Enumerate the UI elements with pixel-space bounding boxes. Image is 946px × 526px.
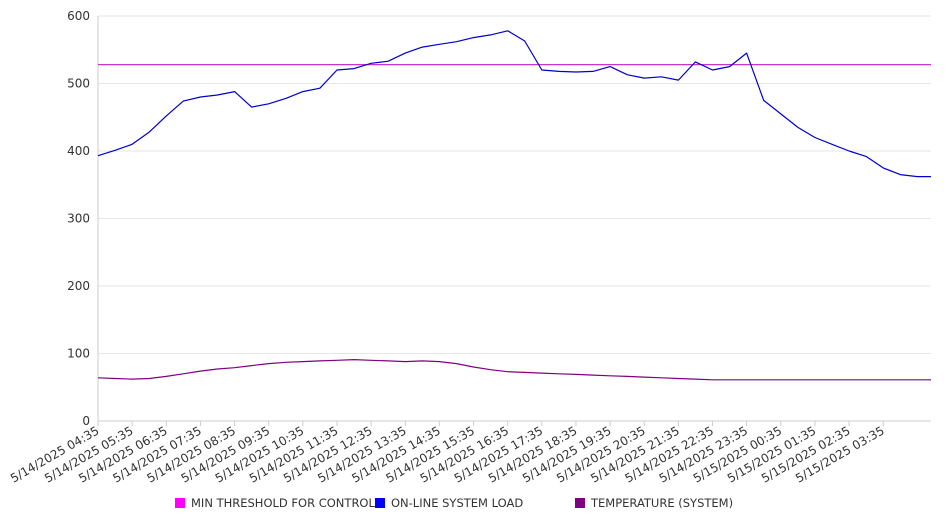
temperature-line [97, 359, 931, 381]
legend-item-threshold[interactable]: MIN THRESHOLD FOR CONTROL [175, 496, 375, 510]
y-tick-label: 600 [67, 9, 90, 23]
y-tick-label: 100 [67, 347, 90, 361]
legend-swatch-temperature [575, 498, 585, 508]
y-tick-label: 200 [67, 279, 90, 293]
legend-item-load[interactable]: ON-LINE SYSTEM LOAD [375, 496, 523, 510]
y-tick-label: 500 [67, 77, 90, 91]
grid-lines [98, 15, 931, 354]
legend-label-load: ON-LINE SYSTEM LOAD [391, 496, 524, 510]
legend-item-temperature[interactable]: TEMPERATURE (SYSTEM) [575, 496, 733, 510]
y-tick-label: 400 [67, 144, 90, 158]
legend-swatch-threshold [175, 498, 185, 508]
y-tick-labels: 0 100 200 300 400 500 600 [67, 9, 90, 428]
line-chart: 0 100 200 300 400 500 600 5/14/2025 04:355/14/… [8, 9, 931, 486]
series-lines [97, 30, 931, 381]
legend-label-threshold: MIN THRESHOLD FOR CONTROL [191, 496, 375, 510]
chart-legend: MIN THRESHOLD FOR CONTROL ON-LINE SYSTEM… [0, 496, 946, 516]
x-tick-labels: 5/14/2025 04:355/14/2025 05:355/14/2025 … [8, 423, 887, 485]
y-tick-label: 0 [82, 414, 90, 428]
system-load-line [97, 30, 931, 178]
legend-label-temperature: TEMPERATURE (SYSTEM) [591, 496, 734, 510]
axes [97, 16, 931, 426]
legend-swatch-load [375, 498, 385, 508]
y-tick-label: 300 [67, 212, 90, 226]
